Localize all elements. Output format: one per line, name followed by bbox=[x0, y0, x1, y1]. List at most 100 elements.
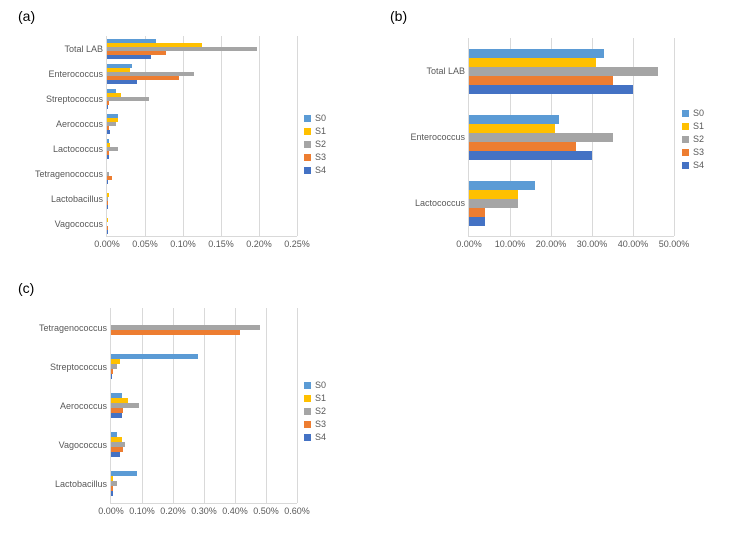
bar-S3 bbox=[111, 330, 240, 335]
legend-item-S4: S4 bbox=[682, 160, 704, 170]
x-tick-label: 0.40% bbox=[222, 503, 248, 516]
bar-S4 bbox=[111, 374, 112, 379]
x-tick-label: 0.00% bbox=[94, 236, 120, 249]
x-tick-label: 30.00% bbox=[577, 236, 608, 249]
legend-swatch bbox=[304, 128, 311, 135]
bar-S4 bbox=[469, 85, 633, 94]
gridline bbox=[297, 36, 298, 236]
category-label: Streptococcus bbox=[46, 94, 107, 104]
legend-label: S2 bbox=[315, 139, 326, 149]
bar-S4 bbox=[469, 151, 592, 160]
legend-item-S0: S0 bbox=[304, 113, 326, 123]
category-label: Enterococcus bbox=[410, 132, 469, 142]
x-tick-label: 0.20% bbox=[160, 503, 186, 516]
legend-label: S3 bbox=[693, 147, 704, 157]
x-tick-label: 0.00% bbox=[456, 236, 482, 249]
bar-S4 bbox=[107, 230, 108, 234]
legend-label: S3 bbox=[315, 152, 326, 162]
legend-swatch bbox=[682, 110, 689, 117]
legend-label: S1 bbox=[315, 393, 326, 403]
bar-S4 bbox=[111, 413, 122, 418]
legend-item-S0: S0 bbox=[682, 108, 704, 118]
legend-item-S1: S1 bbox=[682, 121, 704, 131]
x-tick-label: 0.30% bbox=[191, 503, 217, 516]
legend-item-S0: S0 bbox=[304, 380, 326, 390]
bar-S3 bbox=[107, 176, 112, 180]
legend-swatch bbox=[682, 123, 689, 130]
category-label: Tetragenococcus bbox=[35, 169, 107, 179]
chart-a-plot: 0.00%0.05%0.10%0.15%0.20%0.25%Total LABE… bbox=[106, 36, 297, 237]
legend-label: S1 bbox=[693, 121, 704, 131]
legend-item-S4: S4 bbox=[304, 165, 326, 175]
panel-label-a: (a) bbox=[18, 8, 35, 24]
legend-item-S3: S3 bbox=[304, 152, 326, 162]
bar-S4 bbox=[107, 205, 108, 209]
category-label: Enterococcus bbox=[48, 69, 107, 79]
gridline bbox=[235, 308, 236, 503]
bar-S4 bbox=[107, 130, 110, 134]
legend-label: S1 bbox=[315, 126, 326, 136]
x-tick-label: 0.05% bbox=[132, 236, 158, 249]
chart-a-legend: S0 S1 S2 S3 S4 bbox=[304, 113, 326, 178]
gridline bbox=[266, 308, 267, 503]
x-tick-label: 0.10% bbox=[170, 236, 196, 249]
chart-a: 0.00%0.05%0.10%0.15%0.20%0.25%Total LABE… bbox=[18, 28, 378, 258]
gridline bbox=[297, 308, 298, 503]
legend-swatch bbox=[304, 167, 311, 174]
x-tick-label: 20.00% bbox=[536, 236, 567, 249]
category-label: Lactococcus bbox=[415, 198, 469, 208]
bar-S4 bbox=[107, 105, 108, 109]
chart-c-plot: 0.00%0.10%0.20%0.30%0.40%0.50%0.60%Tetra… bbox=[110, 308, 297, 504]
bar-S4 bbox=[107, 80, 137, 84]
gridline bbox=[221, 36, 222, 236]
chart-b-legend: S0 S1 S2 S3 S4 bbox=[682, 108, 704, 173]
bar-S0 bbox=[111, 354, 198, 359]
panel-label-c: (c) bbox=[18, 280, 34, 296]
legend-label: S0 bbox=[315, 113, 326, 123]
x-tick-label: 50.00% bbox=[659, 236, 690, 249]
legend-item-S2: S2 bbox=[304, 406, 326, 416]
legend-swatch bbox=[304, 421, 311, 428]
x-tick-label: 0.10% bbox=[129, 503, 155, 516]
legend-swatch bbox=[304, 382, 311, 389]
legend-item-S4: S4 bbox=[304, 432, 326, 442]
chart-b-plot: 0.00%10.00%20.00%30.00%40.00%50.00%Total… bbox=[468, 38, 674, 237]
legend-swatch bbox=[304, 154, 311, 161]
legend-swatch bbox=[682, 162, 689, 169]
gridline bbox=[183, 36, 184, 236]
legend-item-S3: S3 bbox=[304, 419, 326, 429]
legend-label: S0 bbox=[693, 108, 704, 118]
category-label: Lactobacillus bbox=[55, 479, 111, 489]
legend-item-S1: S1 bbox=[304, 393, 326, 403]
gridline bbox=[173, 308, 174, 503]
bar-S1 bbox=[469, 190, 518, 199]
legend-item-S2: S2 bbox=[682, 134, 704, 144]
bar-S4 bbox=[469, 217, 485, 226]
category-label: Total LAB bbox=[64, 44, 107, 54]
legend-item-S3: S3 bbox=[682, 147, 704, 157]
bar-S0 bbox=[469, 181, 535, 190]
legend-label: S4 bbox=[315, 165, 326, 175]
bar-S2 bbox=[469, 67, 658, 76]
bar-S4 bbox=[107, 155, 109, 159]
bar-S0 bbox=[469, 115, 559, 124]
legend-label: S2 bbox=[315, 406, 326, 416]
legend-label: S3 bbox=[315, 419, 326, 429]
chart-c-legend: S0 S1 S2 S3 S4 bbox=[304, 380, 326, 445]
category-label: Total LAB bbox=[426, 66, 469, 76]
panel-label-b: (b) bbox=[390, 8, 407, 24]
legend-swatch bbox=[304, 408, 311, 415]
bar-S2 bbox=[107, 97, 149, 101]
category-label: Vagococcus bbox=[59, 440, 111, 450]
bar-S0 bbox=[469, 49, 604, 58]
gridline bbox=[204, 308, 205, 503]
legend-swatch bbox=[304, 434, 311, 441]
category-label: Lactobacillus bbox=[51, 194, 107, 204]
category-label: Vagococcus bbox=[55, 219, 107, 229]
legend-swatch bbox=[304, 115, 311, 122]
bar-S3 bbox=[469, 208, 485, 217]
legend-label: S0 bbox=[315, 380, 326, 390]
category-label: Streptococcus bbox=[50, 362, 111, 372]
chart-b: 0.00%10.00%20.00%30.00%40.00%50.00%Total… bbox=[390, 28, 730, 258]
chart-c: 0.00%0.10%0.20%0.30%0.40%0.50%0.60%Tetra… bbox=[18, 300, 378, 525]
